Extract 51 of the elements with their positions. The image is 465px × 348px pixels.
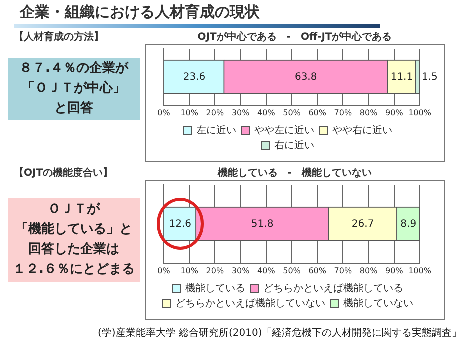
legend-label: どちらかといえば機能している (264, 282, 404, 295)
x-tick-label: 80% (360, 266, 378, 276)
x-tick-label: 90% (386, 266, 404, 276)
x-tick-label: 10% (180, 108, 199, 118)
text: 「機能している」と (16, 221, 132, 239)
x-tick-label: 30% (232, 266, 250, 276)
data-label: 8.9 (400, 218, 417, 230)
x-tick-label: 20% (206, 266, 224, 276)
data-label: 23.6 (183, 72, 206, 83)
x-tick-label: 0% (158, 266, 171, 276)
legend-label: 機能している (186, 282, 246, 295)
legend-label: 右に近い (274, 140, 314, 152)
x-tick-label: 0% (158, 108, 171, 118)
text: と回答 (54, 100, 94, 118)
x-tick-label: 40% (258, 108, 276, 118)
text: 機能している - 機能していない (216, 166, 374, 180)
x-tick-label: 70% (334, 266, 352, 276)
data-label: 11.1 (390, 72, 414, 83)
text: １２.６％にとどまる (13, 261, 135, 279)
x-tick-label: 60% (308, 266, 327, 276)
x-tick-label: 80% (360, 108, 378, 118)
text: 回答した企業は (28, 241, 120, 259)
x-tick-label: 20% (206, 108, 224, 118)
x-tick-label: 50% (283, 108, 302, 118)
text: 「ＯＪＴが中心」 (22, 80, 126, 98)
text: ＯＪＴが (48, 201, 100, 219)
legend-label: やや右に近い (332, 124, 392, 137)
x-tick-label: 90% (386, 108, 404, 118)
text: 【OJTの機能度合い】 (14, 166, 114, 180)
text: ８７.４％の企業が (20, 60, 128, 78)
x-tick-label: 100% (408, 108, 432, 118)
data-label: 51.8 (251, 218, 274, 230)
text: 【人材育成の方法】 (14, 30, 104, 44)
x-tick-label: 10% (180, 266, 199, 276)
x-tick-label: 40% (258, 266, 276, 276)
x-tick-label: 60% (308, 108, 327, 118)
x-tick-label: 70% (334, 108, 352, 118)
text: (学)産業能率大学 総合研究所(2010)「経済危機下の人材開発に関する実態調査」 (98, 326, 462, 340)
data-label: 1.5 (422, 72, 438, 83)
text: OJTが中心である - Off-JTが中心である (196, 30, 394, 44)
legend-label: 機能していない (344, 298, 414, 310)
x-tick-label: 30% (232, 108, 250, 118)
legend-label: どちらかといえば機能していない (176, 298, 326, 310)
data-label: 26.7 (352, 218, 374, 230)
x-tick-label: 50% (283, 266, 302, 276)
data-label: 12.6 (169, 218, 192, 230)
x-tick-label: 100% (408, 266, 432, 276)
chart-title: 企業・組織における人材育成の現状 (20, 3, 260, 22)
legend-label: 左に近い (196, 124, 236, 137)
legend-label: やや左に近い (254, 124, 314, 137)
data-label: 63.8 (294, 72, 318, 83)
